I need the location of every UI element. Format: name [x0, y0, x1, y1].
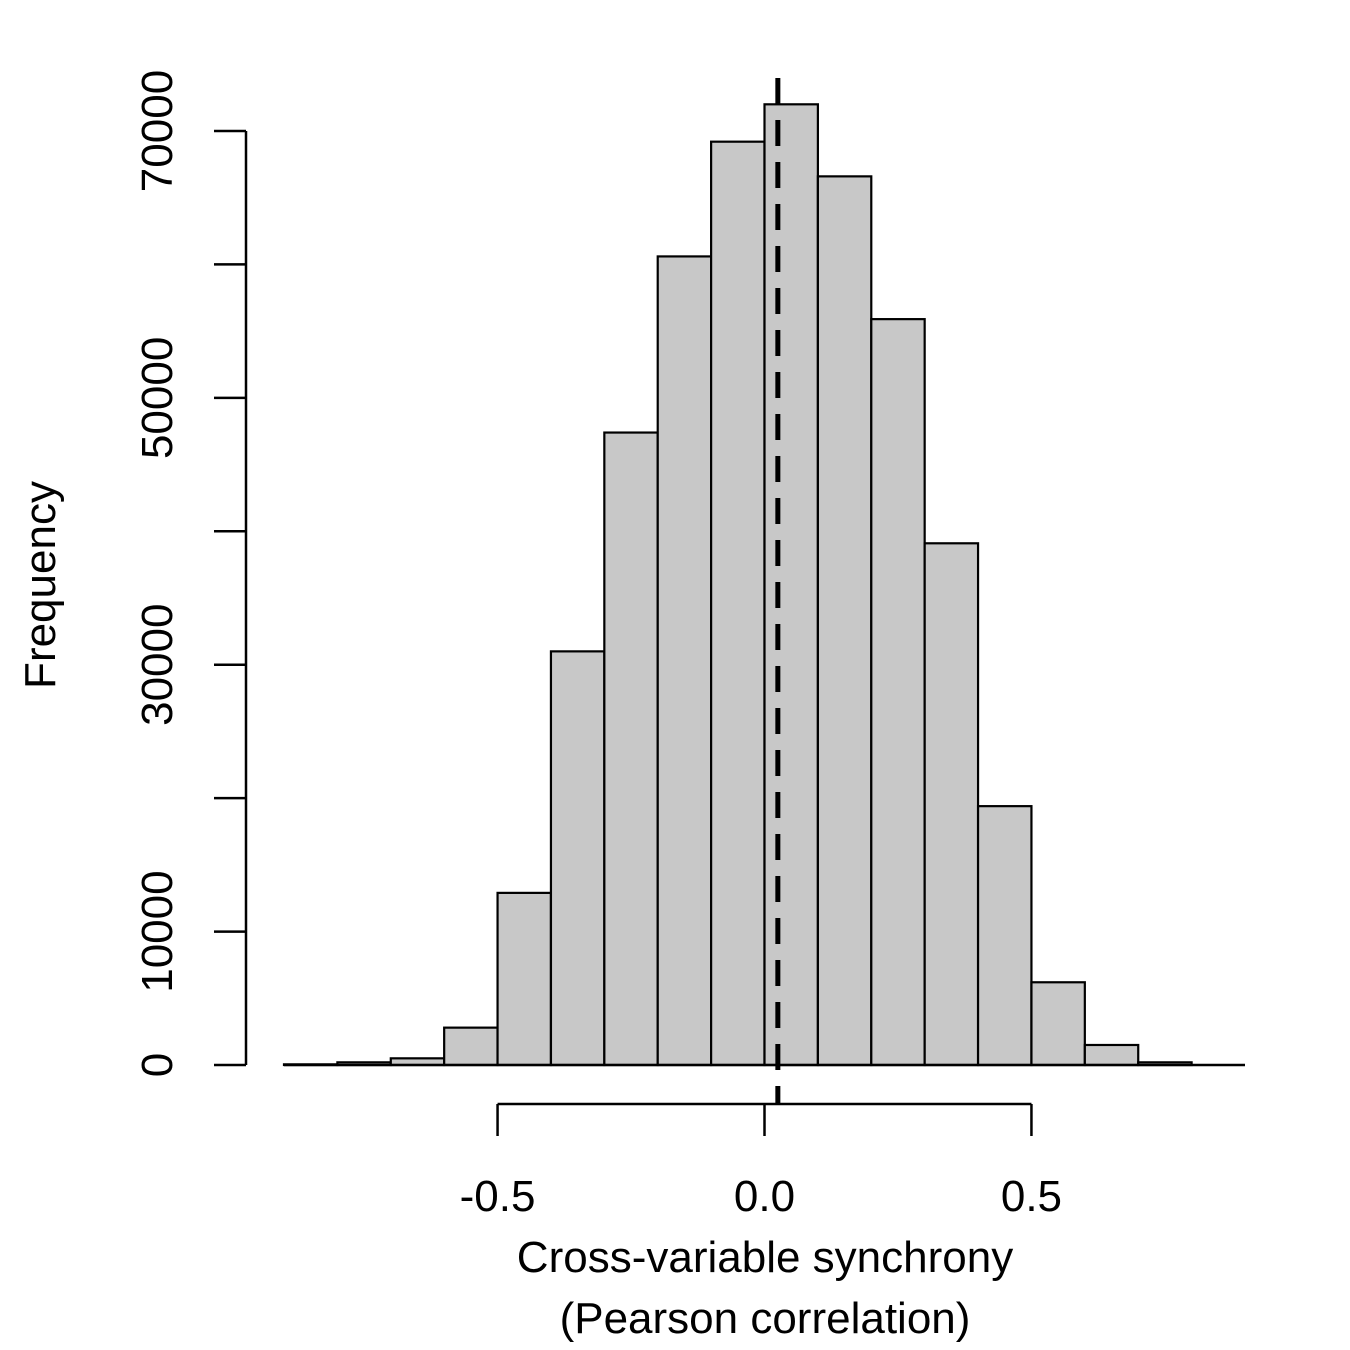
histogram-bar — [710, 140, 766, 1067]
histogram-bar — [603, 431, 659, 1067]
y-tick-label: 30000 — [133, 604, 182, 726]
histogram-bar — [1083, 1043, 1140, 1067]
y-axis-label: Frequency — [16, 481, 65, 689]
y-tick-label: 50000 — [133, 337, 182, 459]
histogram-bar — [923, 542, 980, 1067]
x-axis: -0.5 0.0 0.5 — [460, 1102, 1062, 1221]
y-tick-label: 0 — [133, 1053, 182, 1077]
x-axis-label-line-1: Cross-variable synchrony — [517, 1233, 1013, 1282]
y-axis: 0 10000 30000 50000 70000 — [133, 70, 248, 1077]
x-tick-label: 0.0 — [734, 1172, 795, 1221]
histogram-bars — [282, 103, 1193, 1067]
histogram-bar — [656, 255, 713, 1067]
histogram-bar — [443, 1026, 499, 1067]
x-tick-label: -0.5 — [460, 1172, 536, 1221]
histogram-bar — [763, 103, 819, 1067]
x-axis-label-line-2: (Pearson correlation) — [560, 1294, 971, 1343]
y-tick-label: 10000 — [133, 870, 182, 992]
histogram-bar — [870, 318, 926, 1067]
histogram-bar — [496, 891, 553, 1067]
histogram-bar — [1030, 981, 1086, 1067]
histogram-bar — [976, 805, 1033, 1067]
histogram-bar — [816, 175, 873, 1067]
histogram-bar — [549, 650, 606, 1067]
y-tick-label: 70000 — [133, 70, 182, 192]
x-tick-label: 0.5 — [1001, 1172, 1062, 1221]
